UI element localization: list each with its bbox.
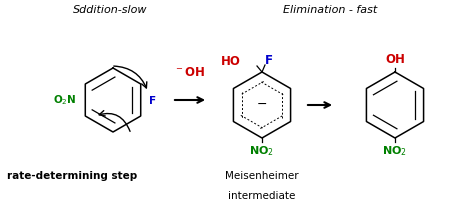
Text: O$_2$N: O$_2$N bbox=[54, 93, 77, 107]
Text: $^-$OH: $^-$OH bbox=[174, 66, 205, 79]
Text: $-$: $-$ bbox=[256, 96, 267, 109]
Text: OH: OH bbox=[385, 53, 405, 66]
Text: NO$_2$: NO$_2$ bbox=[249, 144, 274, 158]
Text: F: F bbox=[149, 96, 156, 106]
Text: intermediate: intermediate bbox=[228, 191, 296, 201]
Text: Elimination - fast: Elimination - fast bbox=[283, 5, 377, 15]
Text: Sddition-slow: Sddition-slow bbox=[73, 5, 147, 15]
Text: rate-determining step: rate-determining step bbox=[7, 171, 137, 181]
Text: F: F bbox=[265, 54, 273, 67]
Text: HO: HO bbox=[221, 55, 241, 68]
Text: NO$_2$: NO$_2$ bbox=[383, 144, 408, 158]
Text: Meisenheimer: Meisenheimer bbox=[225, 171, 299, 181]
